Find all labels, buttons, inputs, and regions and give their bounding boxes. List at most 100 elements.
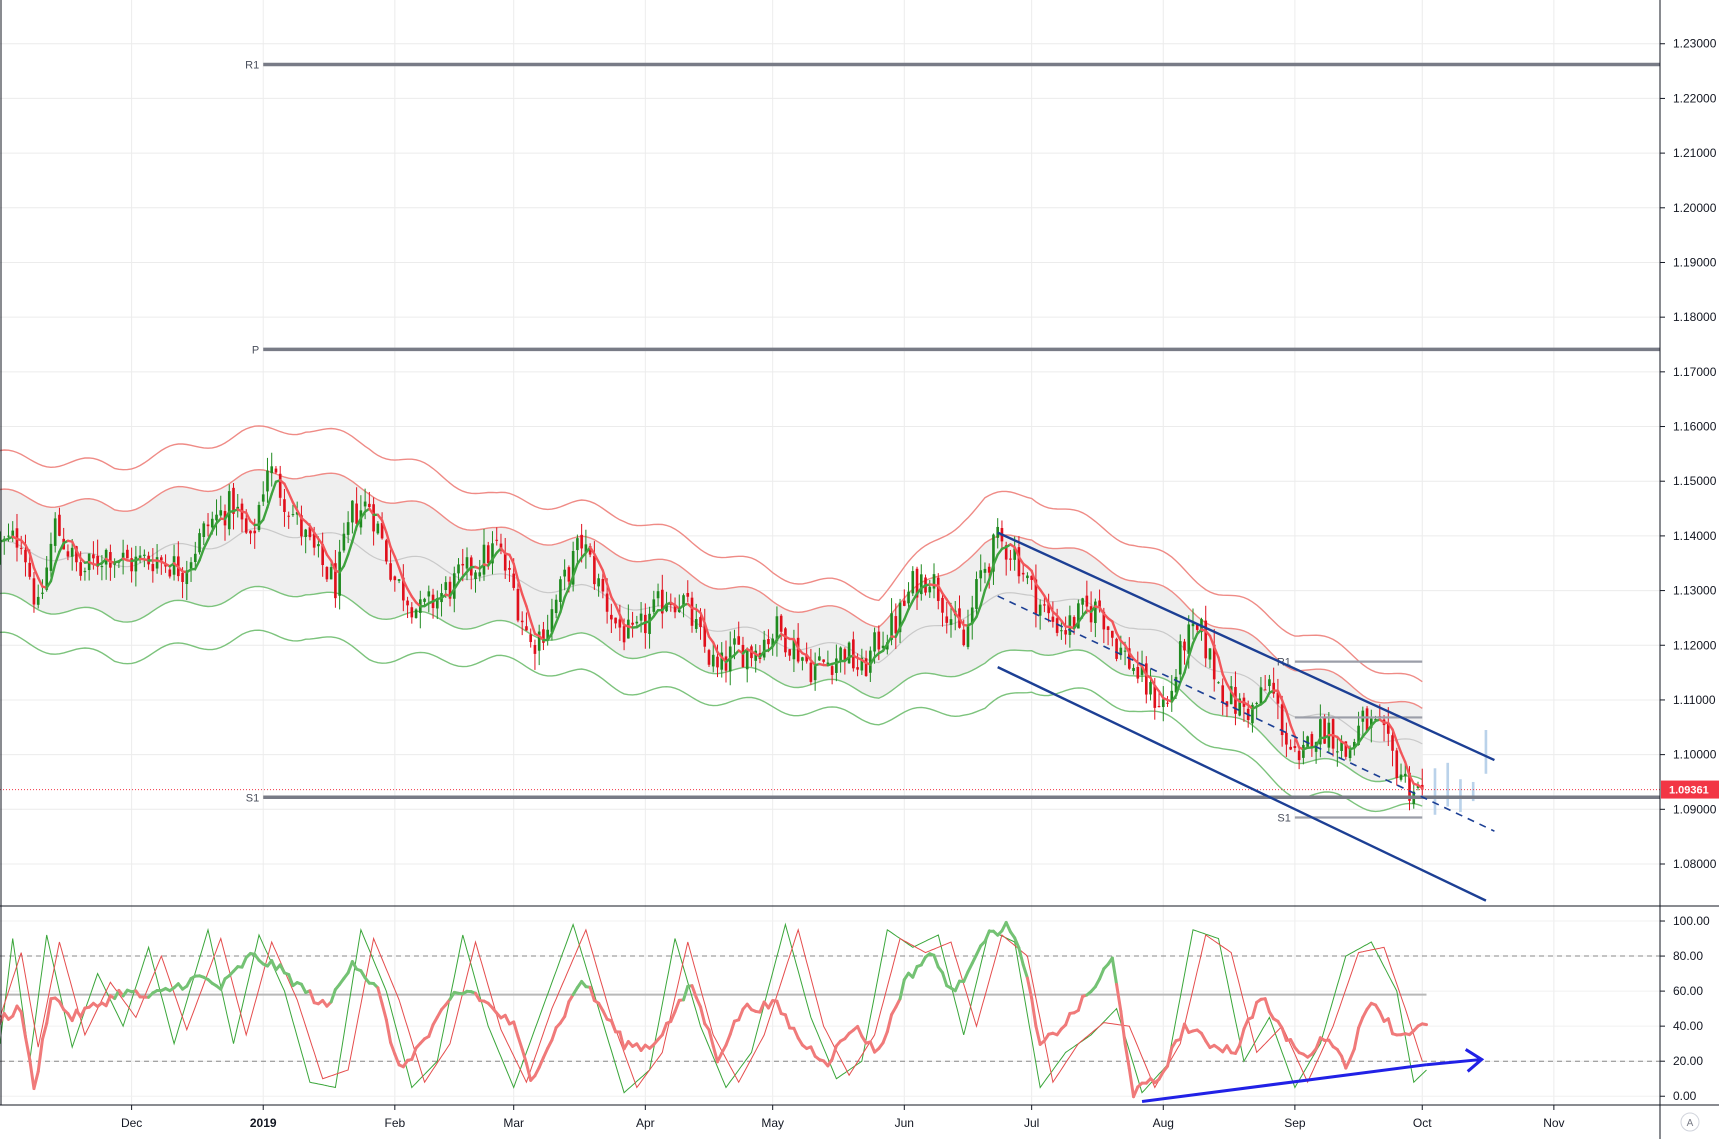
candle-body	[733, 638, 736, 644]
time-tick-label: Sep	[1284, 1116, 1306, 1130]
candle-body	[801, 657, 804, 660]
candle-body	[219, 510, 222, 515]
candle-body	[122, 553, 125, 558]
candle-body	[746, 649, 749, 669]
candle-body	[1081, 598, 1084, 604]
price-tick-label: 1.21000	[1673, 146, 1717, 160]
candle-body	[262, 494, 265, 501]
candle-body	[606, 594, 609, 612]
candle-body	[253, 531, 256, 534]
candle-body	[1391, 735, 1394, 751]
candle-body	[330, 567, 333, 579]
projection-bar	[1485, 730, 1488, 774]
candle-body	[92, 554, 95, 558]
candle-body	[1298, 751, 1301, 760]
candle-body	[1145, 663, 1148, 694]
candle-body	[474, 572, 477, 579]
candle-body	[873, 632, 876, 651]
time-tick-label: 2019	[250, 1116, 277, 1130]
candle-body	[228, 491, 231, 529]
candle-body	[576, 538, 579, 550]
candle-body	[602, 579, 605, 592]
candle-body	[784, 628, 787, 652]
candle-body	[810, 663, 813, 682]
osc-tick-label: 60.00	[1673, 984, 1703, 998]
pivot-label: P	[252, 344, 259, 356]
candle-body	[33, 578, 36, 604]
candle-body	[160, 557, 163, 560]
last-price-label: 1.09361	[1669, 785, 1709, 797]
price-tick-label: 1.18000	[1673, 310, 1717, 324]
candle-body	[1162, 699, 1165, 707]
candle-body	[1107, 626, 1110, 630]
candle-body	[508, 568, 511, 570]
time-tick-label: Nov	[1543, 1116, 1564, 1130]
price-tick-label: 1.12000	[1673, 638, 1717, 652]
candle-body	[763, 640, 766, 658]
candle-body	[1187, 624, 1190, 653]
candle-body	[58, 515, 61, 536]
price-tick-label: 1.08000	[1673, 857, 1717, 871]
candle-body	[856, 667, 859, 669]
candle-body	[593, 556, 596, 584]
pivot-label: S1	[246, 792, 259, 804]
price-tick-label: 1.20000	[1673, 201, 1717, 215]
candle-body	[1060, 630, 1063, 631]
candle-body	[1022, 573, 1025, 575]
candle-body	[1336, 751, 1339, 752]
candle-body	[1192, 623, 1195, 626]
candle-body	[1026, 576, 1029, 579]
candle-body	[37, 597, 40, 605]
candle-body	[1183, 642, 1186, 651]
candle-body	[1132, 668, 1135, 671]
candle-body	[181, 573, 184, 582]
candle-body	[623, 626, 626, 642]
candle-body	[640, 614, 643, 621]
candle-body	[415, 610, 418, 618]
candle-body	[699, 617, 702, 627]
candle-body	[190, 562, 193, 568]
candle-body	[1056, 618, 1059, 633]
candle-body	[444, 582, 447, 590]
candle-body	[962, 630, 965, 646]
candle-body	[1052, 617, 1055, 622]
candle-body	[1289, 747, 1292, 750]
price-tick-label: 1.19000	[1673, 255, 1717, 269]
candle-body	[54, 518, 57, 546]
candle-body	[457, 564, 460, 573]
candle-body	[427, 591, 430, 596]
candle-body	[568, 567, 571, 581]
price-tick-label: 1.13000	[1673, 584, 1717, 598]
candle-body	[7, 536, 10, 537]
candle-body	[152, 564, 155, 571]
candle-body	[1086, 596, 1089, 607]
time-tick-label: Jun	[895, 1116, 914, 1130]
candle-body	[368, 504, 371, 507]
candle-body	[1294, 746, 1297, 748]
candle-body	[287, 516, 290, 517]
candle-body	[275, 469, 278, 473]
candle-body	[105, 550, 108, 565]
candle-body	[483, 545, 486, 575]
rsi-segment	[1422, 1024, 1426, 1025]
candle-body	[941, 598, 944, 613]
candle-body	[1064, 630, 1067, 634]
candle-body	[691, 598, 694, 626]
candle-body	[1361, 711, 1364, 722]
candle-body	[708, 650, 711, 665]
candle-body	[780, 616, 783, 632]
candle-body	[525, 626, 528, 630]
candle-body	[317, 544, 320, 546]
candle-body	[695, 619, 698, 629]
candle-body	[20, 548, 23, 549]
osc-tick-label: 40.00	[1673, 1019, 1703, 1033]
candle-body	[831, 666, 834, 675]
candle-body	[338, 552, 341, 596]
candle-body	[372, 504, 375, 531]
candle-body	[245, 518, 248, 532]
candle-body	[143, 555, 146, 556]
candle-body	[788, 649, 791, 655]
candle-body	[839, 648, 842, 661]
candle-body	[1323, 717, 1326, 744]
